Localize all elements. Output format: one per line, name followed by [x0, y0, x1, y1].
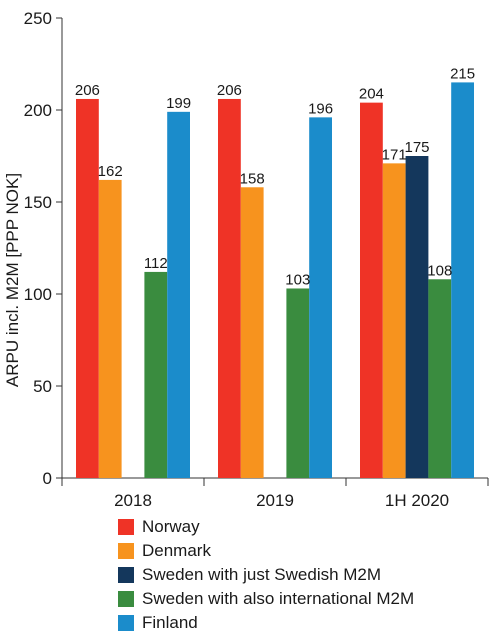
bar	[98, 179, 122, 479]
y-tick-label: 200	[24, 101, 52, 120]
bar-value-label: 196	[308, 100, 333, 117]
bar-value-label: 103	[285, 271, 310, 288]
legend-item: Norway	[118, 515, 414, 539]
bar-value-label: 206	[217, 82, 242, 99]
bar-value-label: 206	[75, 82, 100, 99]
legend-item: Finland	[118, 611, 414, 635]
legend-swatch	[118, 591, 134, 607]
bar-value-label: 204	[359, 86, 384, 103]
legend-swatch	[118, 519, 134, 535]
legend-swatch	[118, 615, 134, 631]
bar	[360, 102, 383, 478]
bars	[76, 82, 474, 479]
legend-label: Norway	[142, 517, 200, 536]
legend: Norway Denmark Sweden with just Swedish M2…	[118, 515, 414, 635]
y-tick-label: 50	[33, 377, 52, 396]
bar	[144, 271, 168, 478]
x-tick-label: 2018	[114, 491, 152, 510]
y-axis: 0 50 100 150 200 250	[24, 9, 63, 488]
legend-swatch	[118, 543, 134, 559]
bar	[451, 82, 474, 479]
legend-label: Sweden with just Swedish M2M	[142, 565, 382, 584]
y-tick-label: 0	[43, 469, 52, 488]
bar-value-label: 215	[450, 65, 475, 82]
x-axis: 2018 2019 1H 2020	[61, 477, 489, 510]
bar	[218, 98, 241, 479]
bar-value-label: 199	[166, 95, 191, 112]
bar	[167, 111, 190, 478]
legend-item: Denmark	[118, 539, 414, 563]
y-tick-label: 150	[24, 193, 52, 212]
bar-value-label: 112	[144, 255, 168, 272]
bar-value-label: 162	[98, 163, 123, 180]
bar	[309, 117, 332, 479]
bar-value-label: 108	[427, 262, 452, 279]
legend-swatch	[118, 567, 134, 583]
x-tick-label: 1H 2020	[385, 491, 449, 510]
bar	[428, 279, 452, 478]
bar-value-label: 175	[404, 139, 429, 156]
y-tick-label: 250	[24, 9, 52, 28]
legend-label: Denmark	[142, 541, 211, 560]
bar-value-label: 171	[382, 146, 407, 163]
bar-value-label: 158	[240, 170, 265, 187]
y-axis-title: ARPU incl. M2M [PPP NOK]	[3, 173, 22, 387]
bar	[382, 163, 406, 479]
bar	[240, 187, 264, 478]
y-tick-label: 100	[24, 285, 52, 304]
legend-label: Finland	[142, 613, 198, 632]
bar	[286, 288, 310, 478]
legend-label: Sweden with also international M2M	[142, 589, 415, 608]
bar	[76, 98, 99, 479]
legend-item: Sweden with also international M2M	[118, 587, 414, 611]
bar	[405, 156, 429, 478]
legend-item: Sweden with just Swedish M2M	[118, 563, 414, 587]
x-tick-label: 2019	[256, 491, 294, 510]
